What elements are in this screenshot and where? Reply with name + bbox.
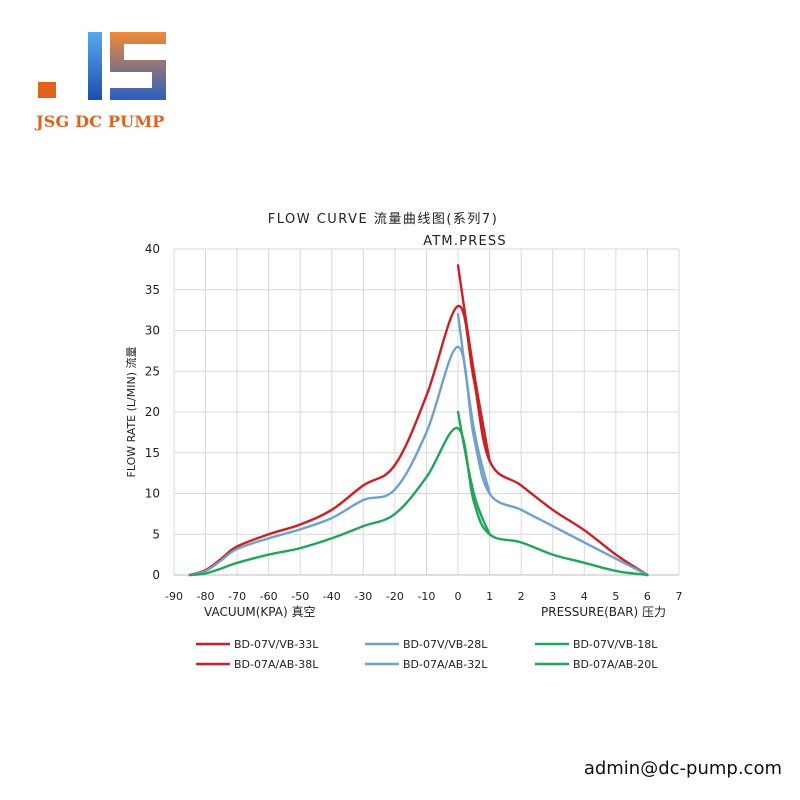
atm-press-annotation: ATM.PRESS: [423, 234, 507, 249]
x-tick-label-pressure: 7: [676, 590, 683, 603]
y-tick-labels: 0 5 10 15 20 25 30 35 40: [145, 242, 160, 582]
series-line-5: [188, 427, 649, 577]
x-tick-label-pressure: 1: [486, 590, 493, 603]
legend-label: BD-07A/AB-38L: [234, 658, 319, 671]
y-tick-label: 40: [145, 242, 160, 256]
x-tick-label-vacuum: -40: [323, 590, 341, 603]
y-tick-label: 30: [145, 324, 160, 338]
series-line-6: [456, 410, 491, 536]
legend-label: BD-07A/AB-32L: [403, 658, 488, 671]
series-lines: [188, 264, 649, 577]
x-tick-label-pressure: 5: [612, 590, 619, 603]
y-tick-label: 35: [145, 283, 160, 297]
x-tick-label-vacuum: -80: [197, 590, 215, 603]
x-tick-label-pressure: 4: [581, 590, 588, 603]
vacuum-axis-label: VACUUM(KPA) 真空: [204, 605, 315, 619]
series-line-1: [188, 304, 649, 577]
y-tick-label: 20: [145, 405, 160, 419]
x-tick-label-vacuum: -60: [260, 590, 278, 603]
logo-text: JSG DC PUMP: [36, 112, 165, 131]
y-axis-label: FLOW RATE (L/MIN) 流量: [124, 346, 138, 477]
legend: BD-07V/VB-33L BD-07V/VB-28L BD-07V/VB-18L B…: [196, 638, 658, 671]
x-tick-label-pressure: 3: [549, 590, 556, 603]
x-tick-label-vacuum: 0: [455, 590, 462, 603]
x-tick-label-vacuum: -20: [386, 590, 404, 603]
legend-label: BD-07A/AB-20L: [573, 658, 658, 671]
legend-label: BD-07V/VB-33L: [234, 638, 319, 651]
x-tick-label-pressure: 6: [644, 590, 651, 603]
x-tick-labels: -90 -80 -70 -60 -50 -40 -30 -20 -10 0 1 2 3 4 5 6 7: [165, 590, 682, 603]
y-tick-label: 15: [145, 446, 160, 460]
series-line-4: [456, 313, 491, 495]
jsg-logo: [38, 32, 166, 100]
x-tick-label-vacuum: -10: [417, 590, 435, 603]
logo-s-shape: [110, 32, 166, 100]
chart-title: FLOW CURVE 流量曲线图(系列7): [268, 212, 499, 227]
x-tick-label-vacuum: -70: [228, 590, 246, 603]
pressure-axis-label: PRESSURE(BAR) 压力: [541, 605, 666, 619]
footer-email: admin@dc-pump.com: [583, 758, 782, 779]
y-tick-label: 0: [152, 568, 160, 582]
y-tick-label: 5: [152, 527, 160, 541]
y-tick-label: 25: [145, 364, 160, 378]
x-tick-label-vacuum: -30: [354, 590, 372, 603]
legend-label: BD-07V/VB-28L: [403, 638, 488, 651]
x-tick-label-vacuum: -90: [165, 590, 183, 603]
series-line-2: [456, 264, 491, 463]
logo-j-stem: [88, 32, 102, 100]
grid: [173, 248, 680, 576]
x-tick-label-pressure: 2: [518, 590, 525, 603]
logo-j-foot: [38, 82, 56, 98]
series-line-3: [188, 345, 649, 577]
x-tick-label-vacuum: -50: [291, 590, 309, 603]
legend-label: BD-07V/VB-18L: [573, 638, 658, 651]
y-tick-label: 10: [145, 487, 160, 501]
